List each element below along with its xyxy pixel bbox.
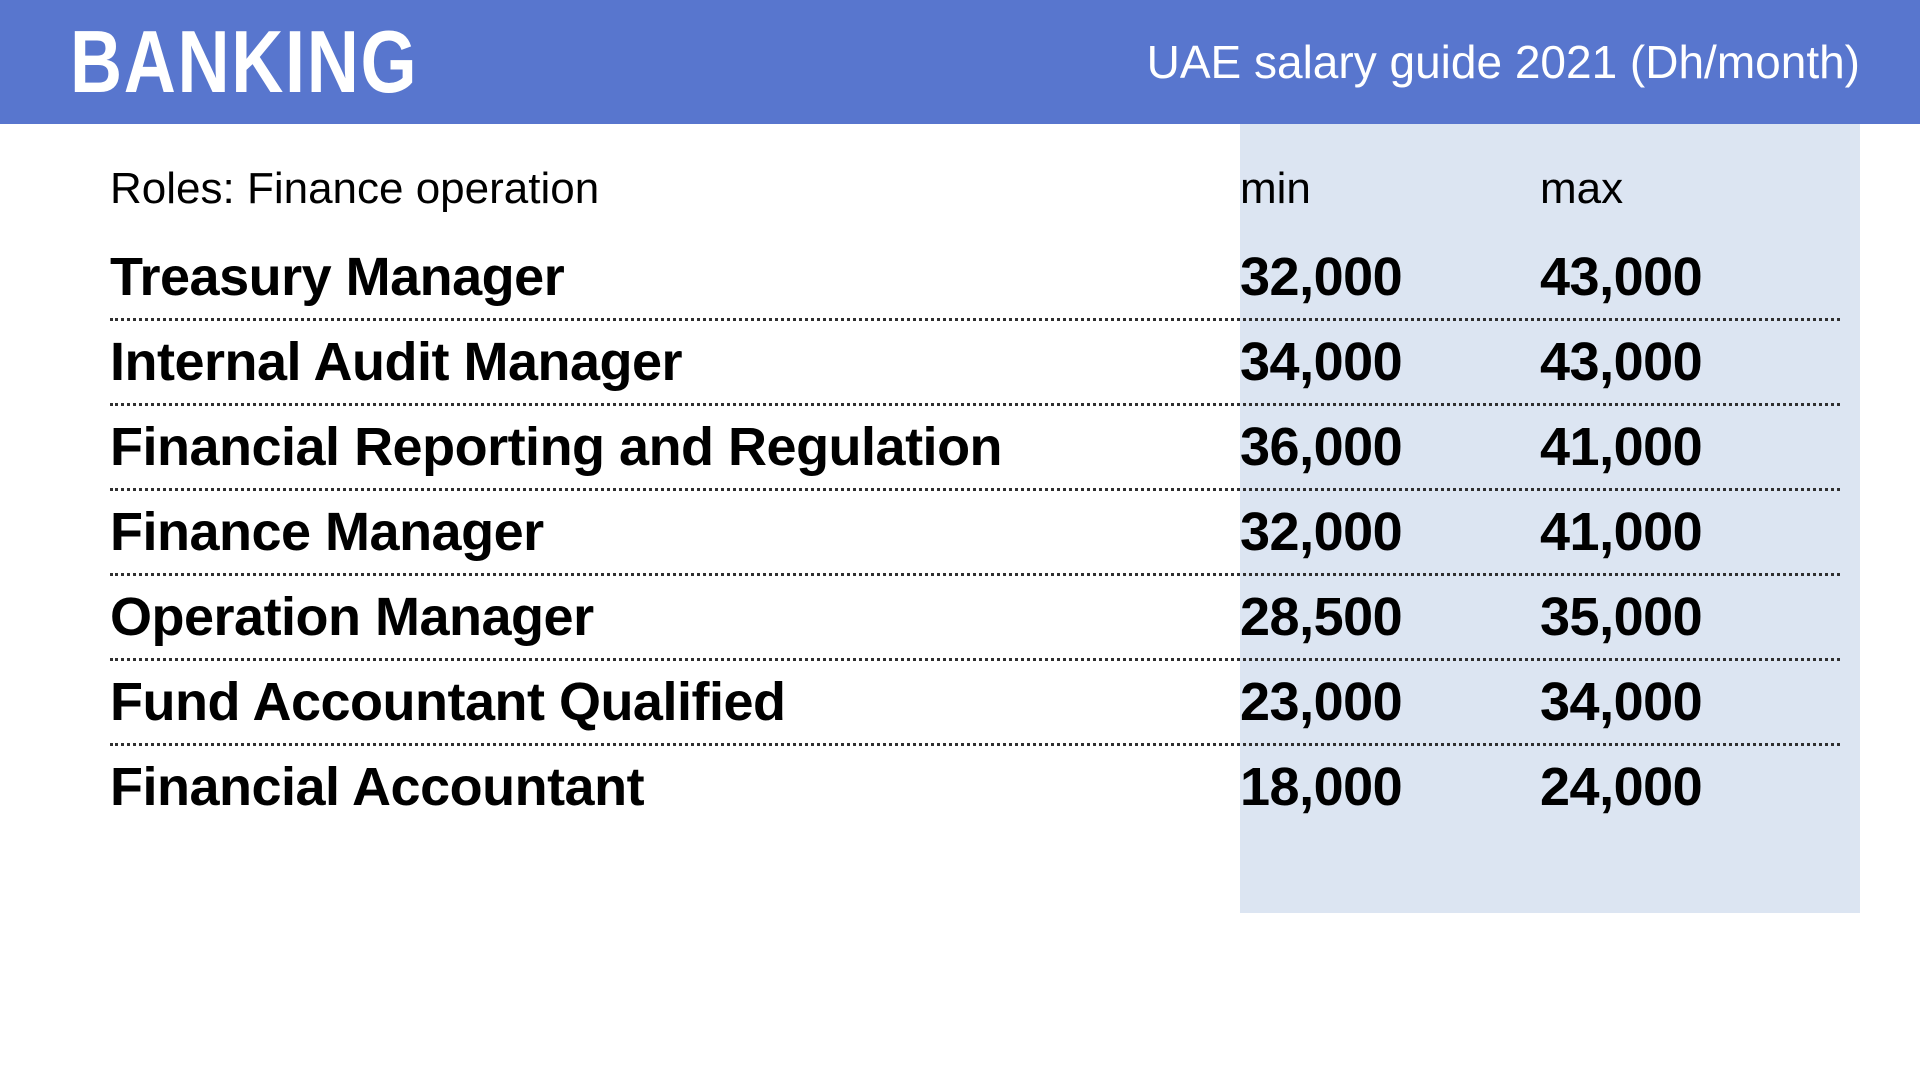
salary-max: 24,000 [1540,756,1840,818]
header-title: BANKING [70,18,418,106]
table-header-row: Roles: Finance operation min max [110,154,1840,236]
salary-min: 34,000 [1240,331,1540,393]
salary-min: 28,500 [1240,586,1540,648]
salary-max: 41,000 [1540,416,1840,478]
table-row: Financial Reporting and Regulation36,000… [110,406,1840,491]
table-row: Treasury Manager32,00043,000 [110,236,1840,321]
header-subtitle: UAE salary guide 2021 (Dh/month) [1147,35,1860,89]
salary-table: Roles: Finance operation min max Treasur… [0,154,1920,828]
salary-min: 18,000 [1240,756,1540,818]
salary-max: 34,000 [1540,671,1840,733]
salary-min: 36,000 [1240,416,1540,478]
table-row: Internal Audit Manager34,00043,000 [110,321,1840,406]
table-row: Operation Manager28,50035,000 [110,576,1840,661]
salary-min: 32,000 [1240,501,1540,563]
role-name: Financial Reporting and Regulation [110,416,1240,478]
role-name: Financial Accountant [110,756,1240,818]
header-bar: BANKING UAE salary guide 2021 (Dh/month) [0,0,1920,124]
role-name: Internal Audit Manager [110,331,1240,393]
table-row: Finance Manager32,00041,000 [110,491,1840,576]
salary-max: 43,000 [1540,246,1840,308]
table-row: Fund Accountant Qualified23,00034,000 [110,661,1840,746]
role-name: Finance Manager [110,501,1240,563]
role-name: Operation Manager [110,586,1240,648]
table-row: Financial Accountant18,00024,000 [110,746,1840,828]
role-name: Treasury Manager [110,246,1240,308]
salary-min: 23,000 [1240,671,1540,733]
salary-max: 35,000 [1540,586,1840,648]
column-header-max: max [1540,164,1840,214]
roles-label: Roles: Finance operation [110,164,1240,214]
salary-guide-card: BANKING UAE salary guide 2021 (Dh/month)… [0,0,1920,1082]
salary-max: 41,000 [1540,501,1840,563]
role-name: Fund Accountant Qualified [110,671,1240,733]
table-body: Roles: Finance operation min max Treasur… [0,124,1920,913]
salary-min: 32,000 [1240,246,1540,308]
salary-max: 43,000 [1540,331,1840,393]
column-header-min: min [1240,164,1540,214]
